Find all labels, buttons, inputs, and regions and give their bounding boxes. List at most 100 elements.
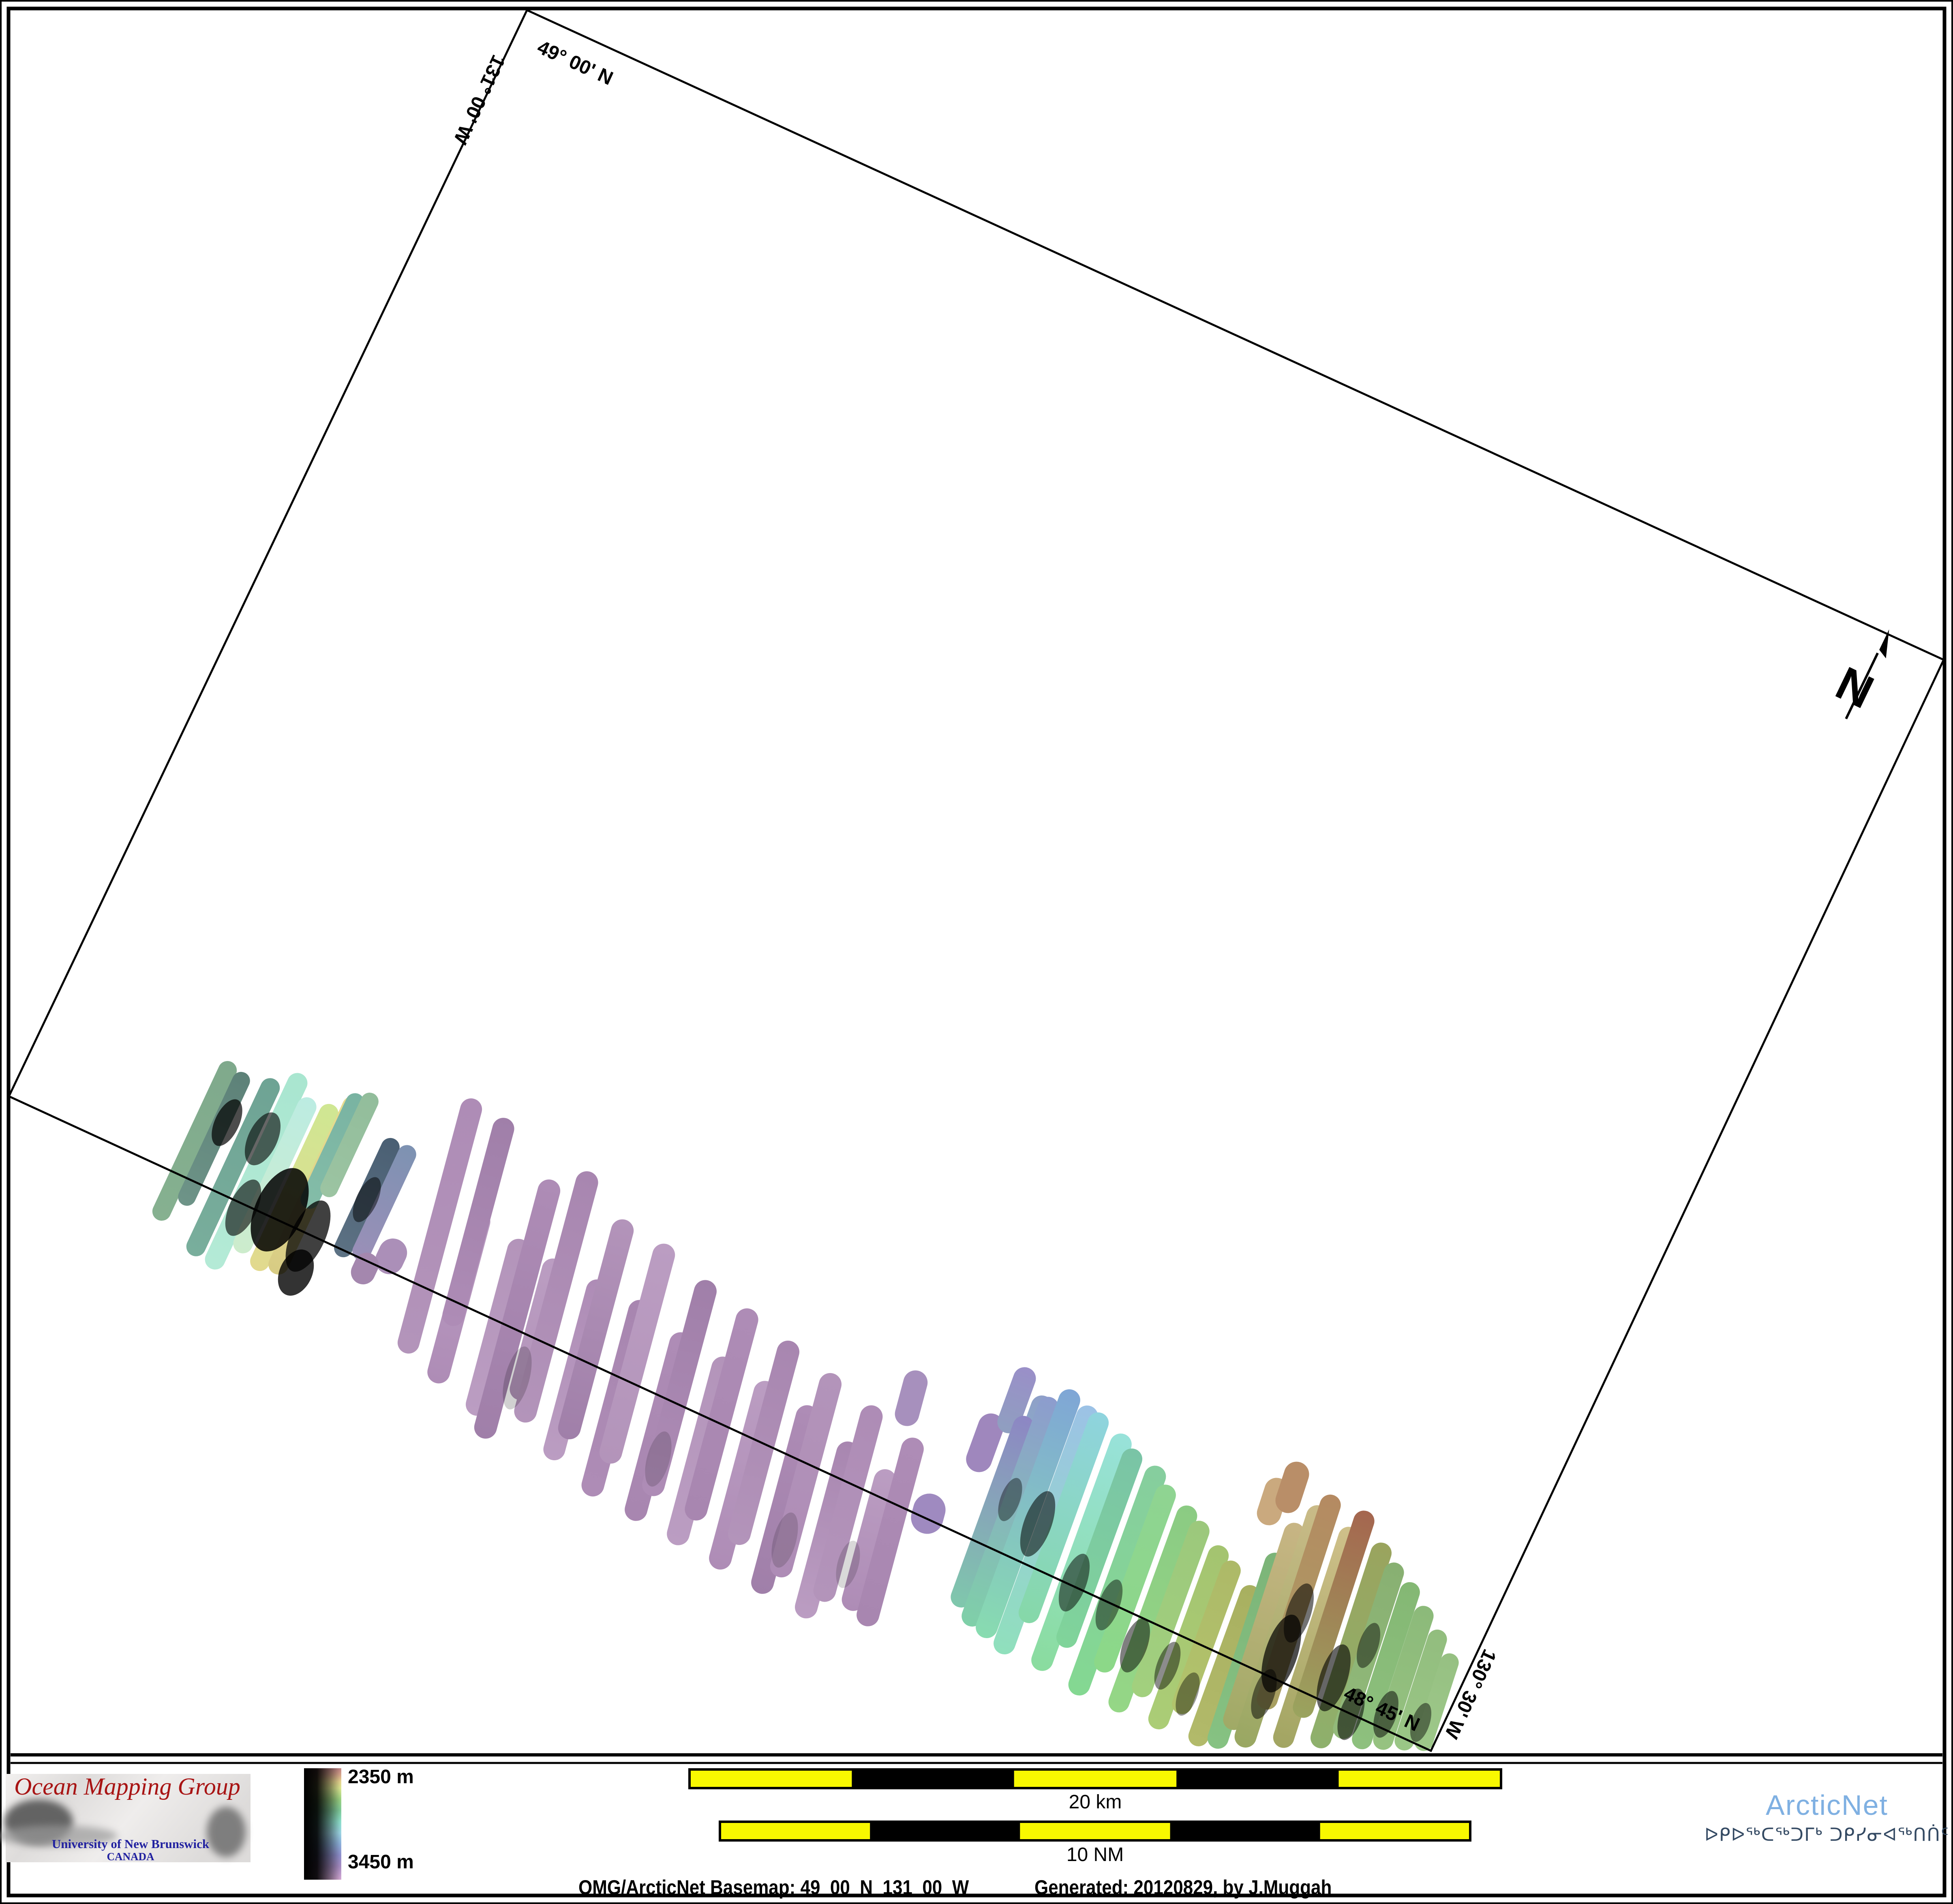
scale-bar-segment xyxy=(1020,1822,1170,1840)
swath-stripe xyxy=(152,1061,237,1221)
omg-logo-university: University of New Brunswick xyxy=(52,1837,210,1851)
hillshade-shadow xyxy=(503,1346,532,1410)
swath-stripe xyxy=(770,1373,842,1578)
omg-logo-ship-blob-icon xyxy=(207,1807,246,1857)
scale-bars: 20 km 10 NM xyxy=(688,1768,1502,1865)
hillshade-shadow xyxy=(1356,1623,1381,1668)
hillshade-shadow xyxy=(1058,1553,1090,1612)
scale-bar-frame xyxy=(688,1768,1502,1789)
swath-stripe xyxy=(857,1438,924,1626)
hillshade-shadow xyxy=(645,1431,672,1487)
swath-stripe xyxy=(1031,1433,1132,1671)
scale-bar-frame xyxy=(719,1821,1471,1842)
swath-stripe xyxy=(642,1280,717,1496)
hillshade-shadow xyxy=(225,1179,261,1236)
swath-stripe xyxy=(1148,1545,1229,1730)
swath-stripe xyxy=(375,1238,407,1275)
swath-stripe xyxy=(997,1367,1036,1433)
swath-stripe xyxy=(1293,1510,1375,1718)
arcticnet-logo-name: ArcticNet xyxy=(1766,1789,1888,1821)
omg-logo-country: CANADA xyxy=(107,1851,154,1863)
arcticnet-logo-inuktitut: ᐅᑭᐅᖅᑕᖅᑐᒥᒃ ᑐᑭᓯᓂᐊᖅᑎᑏᑦ xyxy=(1705,1824,1949,1845)
hillshade-shadow xyxy=(278,1249,314,1296)
depth-colorbar-shading xyxy=(304,1768,341,1880)
scale-bar-segment xyxy=(690,1769,852,1788)
swath-stripe xyxy=(320,1093,379,1197)
swath-stripe xyxy=(352,1145,416,1261)
swath-stripe xyxy=(397,1098,482,1354)
swath-stripe xyxy=(1394,1629,1447,1751)
hillshade-shadow xyxy=(1154,1642,1181,1690)
scale-bar-segment xyxy=(870,1822,1020,1840)
hillshade-shadow xyxy=(353,1177,381,1222)
depth-colorbar-bottom-value: 3450 m xyxy=(348,1851,414,1873)
multibeam-swath-layer xyxy=(152,1061,1459,1751)
hillshade-shadow xyxy=(1020,1491,1056,1557)
swath-stripe xyxy=(351,1252,379,1285)
hillshade-shadow xyxy=(836,1540,860,1588)
swath-stripe xyxy=(895,1370,928,1426)
swath-stripe xyxy=(1223,1523,1305,1730)
caption-basemap-id: OMG/ArcticNet Basemap: 49_00_N_131_00_W xyxy=(578,1876,969,1898)
north-arrow-label: N xyxy=(1828,657,1882,719)
north-arrow-head-icon xyxy=(1879,629,1889,659)
hillshade-shadow xyxy=(244,1112,281,1166)
hillshade-shadow-layer xyxy=(212,1099,1432,1742)
hillshade-shadow xyxy=(1317,1644,1351,1711)
swath-stripe xyxy=(1188,1585,1260,1746)
scale-bar-segment xyxy=(720,1822,870,1840)
swath-stripe xyxy=(685,1308,758,1521)
hillshade-shadow xyxy=(771,1512,798,1568)
caption: OMG/ArcticNet Basemap: 49_00_N_131_00_W … xyxy=(578,1876,1332,1898)
scale-bar-label: 10 NM xyxy=(1066,1844,1124,1865)
hillshade-shadow xyxy=(1251,1669,1277,1719)
scale-bar-segment xyxy=(1176,1769,1339,1788)
scale-bar-segment xyxy=(1320,1822,1470,1840)
hillshade-shadow xyxy=(1373,1691,1398,1738)
hillshade-shadow xyxy=(1095,1579,1123,1630)
swath-stripe xyxy=(1352,1582,1420,1750)
depth-colorbar-top-value: 2350 m xyxy=(348,1766,414,1788)
scale-bar-segment xyxy=(1014,1769,1177,1788)
swath-stripe xyxy=(1094,1485,1176,1673)
omg-logo: Ocean Mapping Group University of New Br… xyxy=(0,1773,251,1863)
hillshade-shadow xyxy=(1120,1618,1150,1673)
corner-label-left-lon: 131° 00' W xyxy=(449,51,509,148)
map-boundary-quad xyxy=(7,9,1945,1752)
north-arrow: N xyxy=(1828,629,1889,719)
swath-stripe xyxy=(1275,1461,1309,1513)
swath-stripe xyxy=(442,1118,514,1326)
caption-generated-by: Generated: 20120829, by J.Muggah xyxy=(1034,1876,1332,1898)
scale-bar-segment xyxy=(852,1769,1014,1788)
swath-stripe xyxy=(813,1405,883,1602)
swath-stripe xyxy=(1132,1521,1210,1697)
arcticnet-logo: ArcticNet ᐅᑭᐅᖅᑕᖅᑐᒥᒃ ᑐᑭᓯᓂᐊᖅᑎᑏᑦ xyxy=(1705,1789,1949,1845)
swath-stripe xyxy=(300,1093,364,1209)
swath-stripe xyxy=(962,1397,1059,1627)
scale-bar-segment xyxy=(1170,1822,1320,1840)
swath-stripe xyxy=(474,1179,561,1439)
hillshade-shadow xyxy=(998,1478,1022,1521)
swath-stripe xyxy=(842,1469,897,1611)
swath-stripe xyxy=(1414,1653,1459,1751)
hillshade-shadow xyxy=(1176,1672,1200,1716)
omg-logo-seafloor-streak-icon xyxy=(0,1825,118,1846)
north-arrow-shaft xyxy=(1845,652,1879,719)
depth-colorbar: 2350 m 3450 m xyxy=(304,1766,414,1880)
swath-stripe xyxy=(1172,1560,1241,1714)
swath-stripe xyxy=(951,1416,1034,1608)
hillshade-shadow xyxy=(1410,1703,1432,1742)
hillshade-shadow xyxy=(1284,1583,1314,1643)
swath-stripe xyxy=(966,1413,1004,1472)
scale-bar-segment xyxy=(1338,1769,1501,1788)
scale-bar-label: 20 km xyxy=(1069,1791,1122,1813)
inner-border xyxy=(6,6,1947,1898)
swath-stripe xyxy=(558,1219,634,1440)
hillshade-shadow xyxy=(212,1099,242,1146)
swath-stripe xyxy=(514,1171,598,1423)
swath-stripe xyxy=(1068,1465,1166,1696)
omg-logo-title: Ocean Mapping Group xyxy=(14,1773,240,1800)
